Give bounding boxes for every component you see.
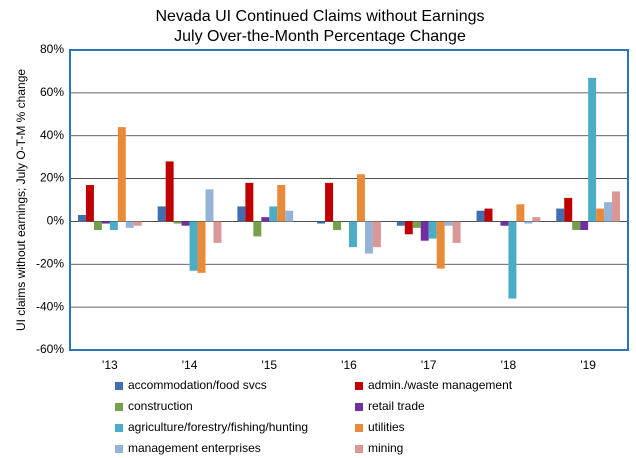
bar — [508, 221, 517, 299]
bar — [261, 217, 270, 222]
bar — [436, 221, 445, 269]
bar — [277, 185, 286, 222]
x-tick-label: '19 — [580, 358, 596, 372]
bar — [556, 208, 565, 222]
bar — [181, 221, 190, 226]
y-axis-label: UI claims without earnings; July O-T-M %… — [14, 69, 28, 331]
bar — [285, 210, 294, 222]
y-tick-label: 80% — [40, 42, 64, 56]
bar — [245, 182, 254, 222]
bar — [596, 208, 605, 222]
legend-swatch — [115, 403, 123, 411]
bar — [333, 221, 342, 230]
legend-label: management enterprises — [128, 441, 261, 455]
legend-swatch — [115, 382, 123, 390]
chart-title: Nevada UI Continued Claims without Earni… — [155, 8, 484, 25]
bar — [205, 189, 214, 222]
x-tick-label: '14 — [182, 358, 198, 372]
bar — [564, 197, 573, 222]
bar — [85, 185, 94, 222]
y-tick-label: 60% — [40, 85, 64, 99]
plot-border — [69, 49, 629, 351]
bar — [404, 221, 413, 235]
x-tick-label: '15 — [261, 358, 277, 372]
bar — [133, 221, 142, 226]
legend-swatch — [115, 445, 123, 453]
bar — [428, 221, 437, 239]
x-tick-label: '17 — [421, 358, 437, 372]
y-tick-label: -60% — [36, 342, 64, 356]
bar — [516, 204, 525, 222]
bar — [372, 221, 381, 248]
bar — [93, 221, 102, 230]
legend-swatch — [355, 424, 363, 432]
legend-label: admin./waste management — [368, 378, 513, 392]
legend-label: utilities — [368, 420, 405, 434]
legend-label: agriculture/forestry/fishing/hunting — [128, 420, 308, 434]
x-tick-label: '13 — [102, 358, 118, 372]
x-tick-label: '18 — [501, 358, 517, 372]
bar — [109, 221, 118, 230]
bar — [612, 191, 621, 222]
bar — [237, 206, 246, 222]
bar — [356, 174, 365, 222]
x-tick-label: '16 — [341, 358, 357, 372]
legend-label: accommodation/food svcs — [128, 378, 267, 392]
y-tick-label: 0% — [47, 214, 65, 228]
bar — [396, 221, 405, 226]
bar — [476, 210, 485, 222]
legend-label: construction — [128, 399, 193, 413]
bar — [412, 221, 421, 228]
bar — [253, 221, 262, 237]
bar — [189, 221, 198, 271]
bar — [157, 206, 166, 222]
legend-label: retail trade — [368, 399, 425, 413]
bar — [213, 221, 222, 243]
bar — [524, 221, 533, 224]
bar — [532, 217, 541, 222]
legend-swatch — [355, 382, 363, 390]
legend-swatch — [115, 424, 123, 432]
bar — [604, 202, 613, 222]
bar — [173, 221, 182, 224]
bar — [125, 221, 134, 228]
bar — [349, 221, 357, 248]
bar — [165, 161, 174, 222]
bar — [325, 182, 334, 222]
bar — [444, 221, 453, 226]
bar — [580, 221, 589, 230]
bar — [420, 221, 429, 241]
bar — [77, 215, 86, 222]
bar — [101, 221, 110, 224]
bar — [317, 221, 326, 224]
legend-label: mining — [368, 441, 403, 455]
bar — [484, 208, 493, 222]
y-tick-label: 20% — [40, 171, 64, 185]
bar — [269, 206, 278, 222]
legend-swatch — [355, 445, 363, 453]
chart-subtitle: July Over-the-Month Percentage Change — [174, 28, 466, 45]
bar — [452, 221, 461, 243]
legend-swatch — [355, 403, 363, 411]
bar — [117, 127, 126, 222]
bar — [500, 221, 509, 226]
bar — [588, 77, 597, 222]
bar — [197, 221, 206, 273]
y-tick-label: -20% — [36, 256, 64, 270]
bar — [572, 221, 581, 230]
bar — [364, 221, 373, 254]
y-tick-label: -40% — [36, 299, 64, 313]
y-tick-label: 40% — [40, 128, 64, 142]
